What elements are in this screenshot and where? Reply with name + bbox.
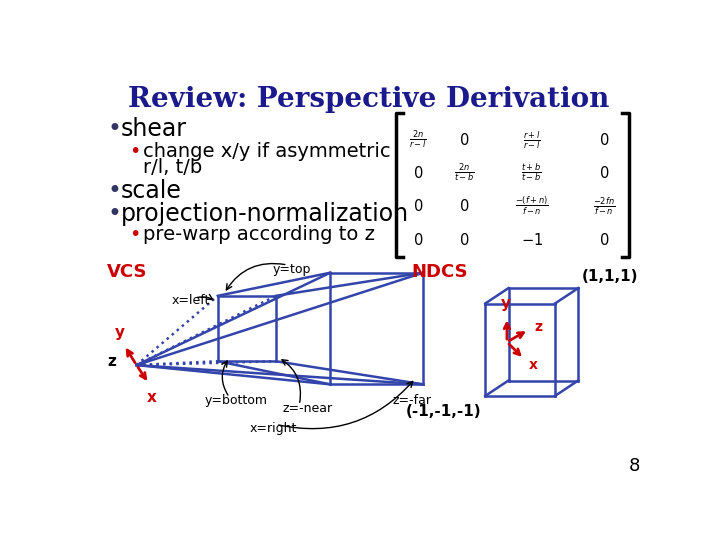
Text: $\frac{-2fn}{f-n}$: $\frac{-2fn}{f-n}$ xyxy=(593,195,615,217)
Text: 8: 8 xyxy=(629,457,640,475)
Text: y: y xyxy=(500,296,510,311)
Text: VCS: VCS xyxy=(107,264,148,281)
Text: •: • xyxy=(107,117,121,141)
Text: (-1,-1,-1): (-1,-1,-1) xyxy=(406,404,482,419)
Text: z=-far: z=-far xyxy=(392,394,431,407)
Text: •: • xyxy=(129,225,140,244)
Text: scale: scale xyxy=(121,179,182,202)
Text: $\frac{r+l}{r-l}$: $\frac{r+l}{r-l}$ xyxy=(523,130,541,151)
Text: •: • xyxy=(107,202,121,226)
Text: $0$: $0$ xyxy=(413,232,423,248)
Text: $0$: $0$ xyxy=(598,132,609,149)
Text: $\frac{2n}{r-l}$: $\frac{2n}{r-l}$ xyxy=(409,129,427,151)
Text: $-1$: $-1$ xyxy=(521,232,543,248)
Text: shear: shear xyxy=(121,117,187,141)
Text: $0$: $0$ xyxy=(598,232,609,248)
Text: y=top: y=top xyxy=(272,264,311,276)
Text: $\frac{2n}{t-b}$: $\frac{2n}{t-b}$ xyxy=(454,161,474,184)
Text: NDCS: NDCS xyxy=(412,264,468,281)
Text: $0$: $0$ xyxy=(413,198,423,214)
Text: $0$: $0$ xyxy=(459,132,469,149)
Text: pre-warp according to z: pre-warp according to z xyxy=(143,225,374,244)
Text: x=left: x=left xyxy=(171,294,210,307)
Text: $0$: $0$ xyxy=(598,165,609,180)
Text: r/l, t/b: r/l, t/b xyxy=(143,158,202,177)
Text: (1,1,1): (1,1,1) xyxy=(582,269,639,284)
Text: y=bottom: y=bottom xyxy=(204,394,268,407)
Text: $\frac{-(f+n)}{f-n}$: $\frac{-(f+n)}{f-n}$ xyxy=(515,194,549,217)
Text: z: z xyxy=(107,354,116,369)
Text: Review: Perspective Derivation: Review: Perspective Derivation xyxy=(128,86,610,113)
Text: $0$: $0$ xyxy=(459,232,469,248)
Text: z: z xyxy=(535,320,543,334)
Text: $\frac{t+b}{t-b}$: $\frac{t+b}{t-b}$ xyxy=(521,162,542,184)
Text: change x/y if asymmetric: change x/y if asymmetric xyxy=(143,142,390,161)
Text: x=right: x=right xyxy=(250,422,297,435)
Text: •: • xyxy=(107,179,121,202)
Text: x: x xyxy=(147,390,157,405)
Text: $0$: $0$ xyxy=(413,165,423,180)
Text: projection-normalization: projection-normalization xyxy=(121,202,409,226)
Text: z=-near: z=-near xyxy=(282,402,333,415)
Text: x: x xyxy=(528,358,538,372)
Text: $0$: $0$ xyxy=(459,198,469,214)
Text: •: • xyxy=(129,142,140,161)
Text: y: y xyxy=(114,325,125,340)
